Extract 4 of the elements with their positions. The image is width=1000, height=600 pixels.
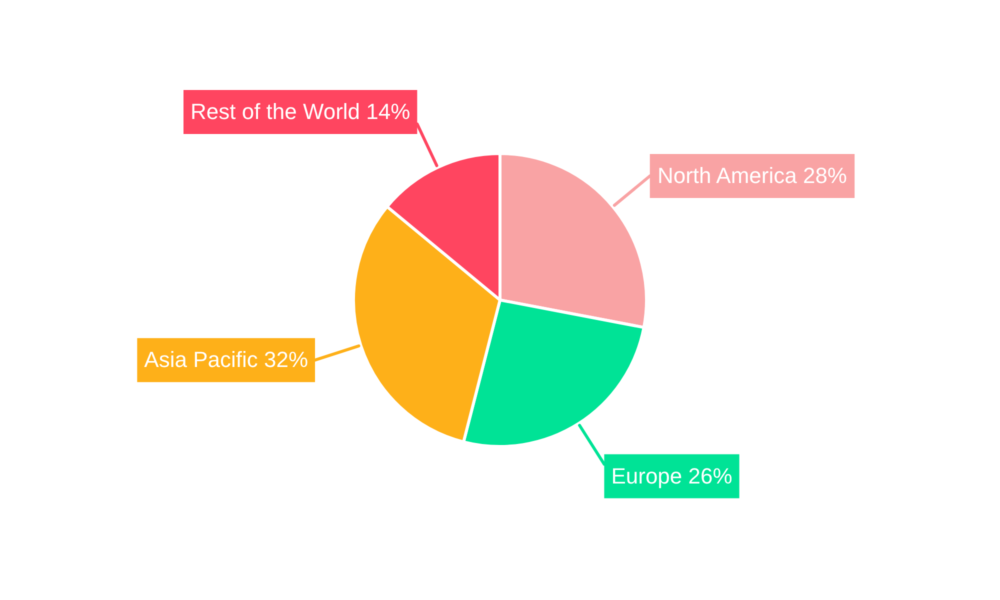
- slice-label: Asia Pacific 32%: [144, 347, 308, 372]
- slice-label: North America 28%: [657, 163, 847, 188]
- slice-label: Rest of the World 14%: [190, 99, 410, 124]
- slice-label: Europe 26%: [611, 463, 732, 488]
